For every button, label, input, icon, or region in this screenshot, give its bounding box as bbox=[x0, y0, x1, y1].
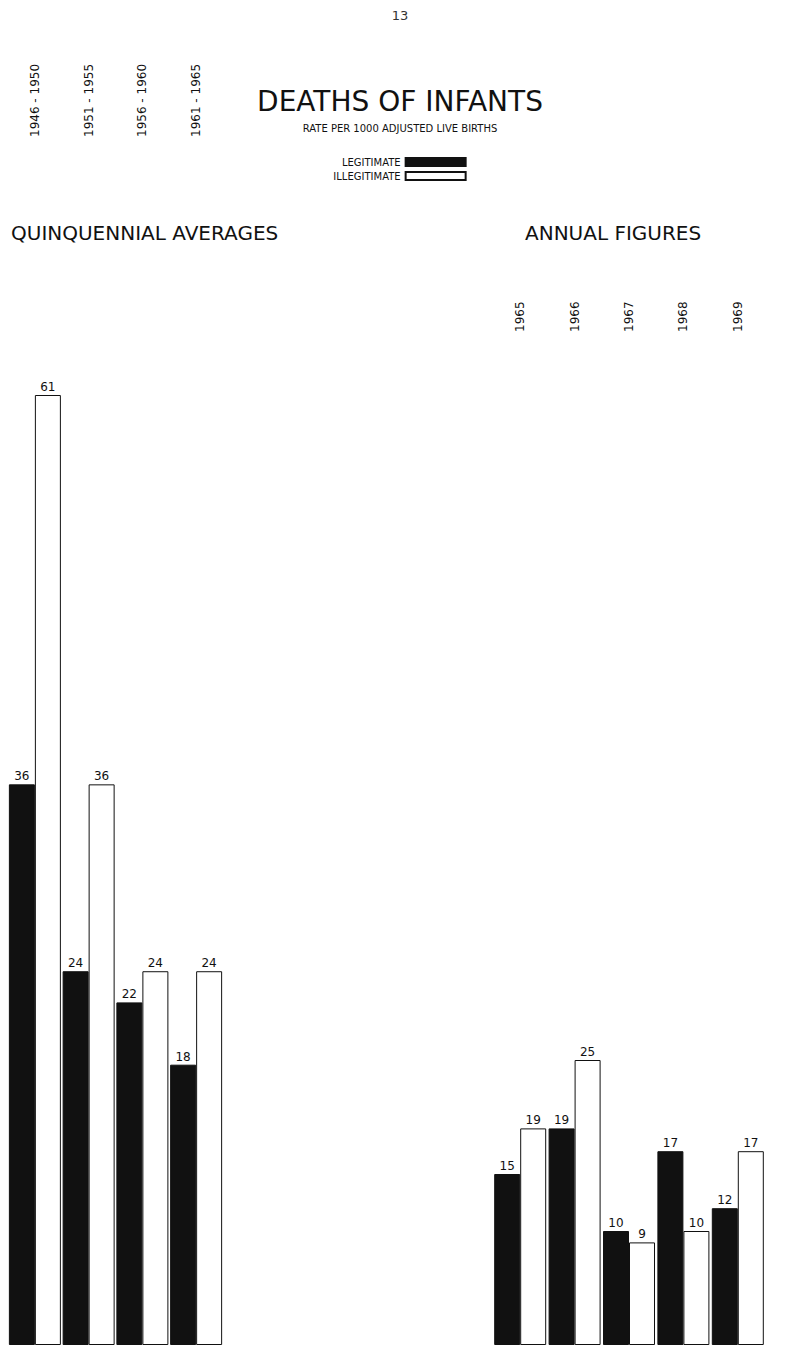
svg-text:22: 22 bbox=[122, 987, 137, 1001]
svg-text:RATE PER 1000 ADJUSTED LIVE BI: RATE PER 1000 ADJUSTED LIVE BIRTHS bbox=[303, 123, 498, 134]
svg-text:36: 36 bbox=[94, 769, 109, 783]
svg-text:36: 36 bbox=[14, 769, 29, 783]
svg-text:9: 9 bbox=[638, 1227, 646, 1241]
svg-text:10: 10 bbox=[689, 1216, 704, 1230]
svg-text:12: 12 bbox=[717, 1193, 732, 1207]
svg-text:17: 17 bbox=[743, 1136, 758, 1150]
svg-text:1968: 1968 bbox=[676, 301, 690, 332]
svg-text:ILLEGITIMATE: ILLEGITIMATE bbox=[333, 171, 400, 182]
svg-text:1965: 1965 bbox=[513, 301, 527, 332]
svg-text:1956 - 1960: 1956 - 1960 bbox=[135, 64, 149, 137]
svg-text:1969: 1969 bbox=[731, 301, 745, 332]
svg-text:18: 18 bbox=[175, 1050, 190, 1064]
svg-text:LEGITIMATE: LEGITIMATE bbox=[342, 157, 401, 168]
svg-text:1966: 1966 bbox=[568, 301, 582, 332]
svg-text:24: 24 bbox=[148, 956, 163, 970]
svg-text:1967: 1967 bbox=[622, 301, 636, 332]
svg-text:QUINQUENNIAL AVERAGES: QUINQUENNIAL AVERAGES bbox=[11, 221, 278, 245]
svg-text:24: 24 bbox=[201, 956, 216, 970]
svg-text:19: 19 bbox=[554, 1113, 569, 1127]
svg-text:1961 - 1965: 1961 - 1965 bbox=[189, 64, 203, 137]
svg-text:61: 61 bbox=[40, 380, 55, 394]
svg-text:13: 13 bbox=[392, 8, 409, 23]
svg-text:19: 19 bbox=[526, 1113, 541, 1127]
svg-text:24: 24 bbox=[68, 956, 83, 970]
svg-text:ANNUAL FIGURES: ANNUAL FIGURES bbox=[525, 221, 701, 245]
svg-text:17: 17 bbox=[663, 1136, 678, 1150]
svg-text:25: 25 bbox=[580, 1045, 595, 1059]
svg-text:10: 10 bbox=[608, 1216, 623, 1230]
svg-text:1951 - 1955: 1951 - 1955 bbox=[82, 64, 96, 137]
svg-text:1946 - 1950: 1946 - 1950 bbox=[28, 64, 42, 137]
svg-text:15: 15 bbox=[500, 1159, 515, 1173]
svg-text:DEATHS OF INFANTS: DEATHS OF INFANTS bbox=[257, 85, 543, 118]
